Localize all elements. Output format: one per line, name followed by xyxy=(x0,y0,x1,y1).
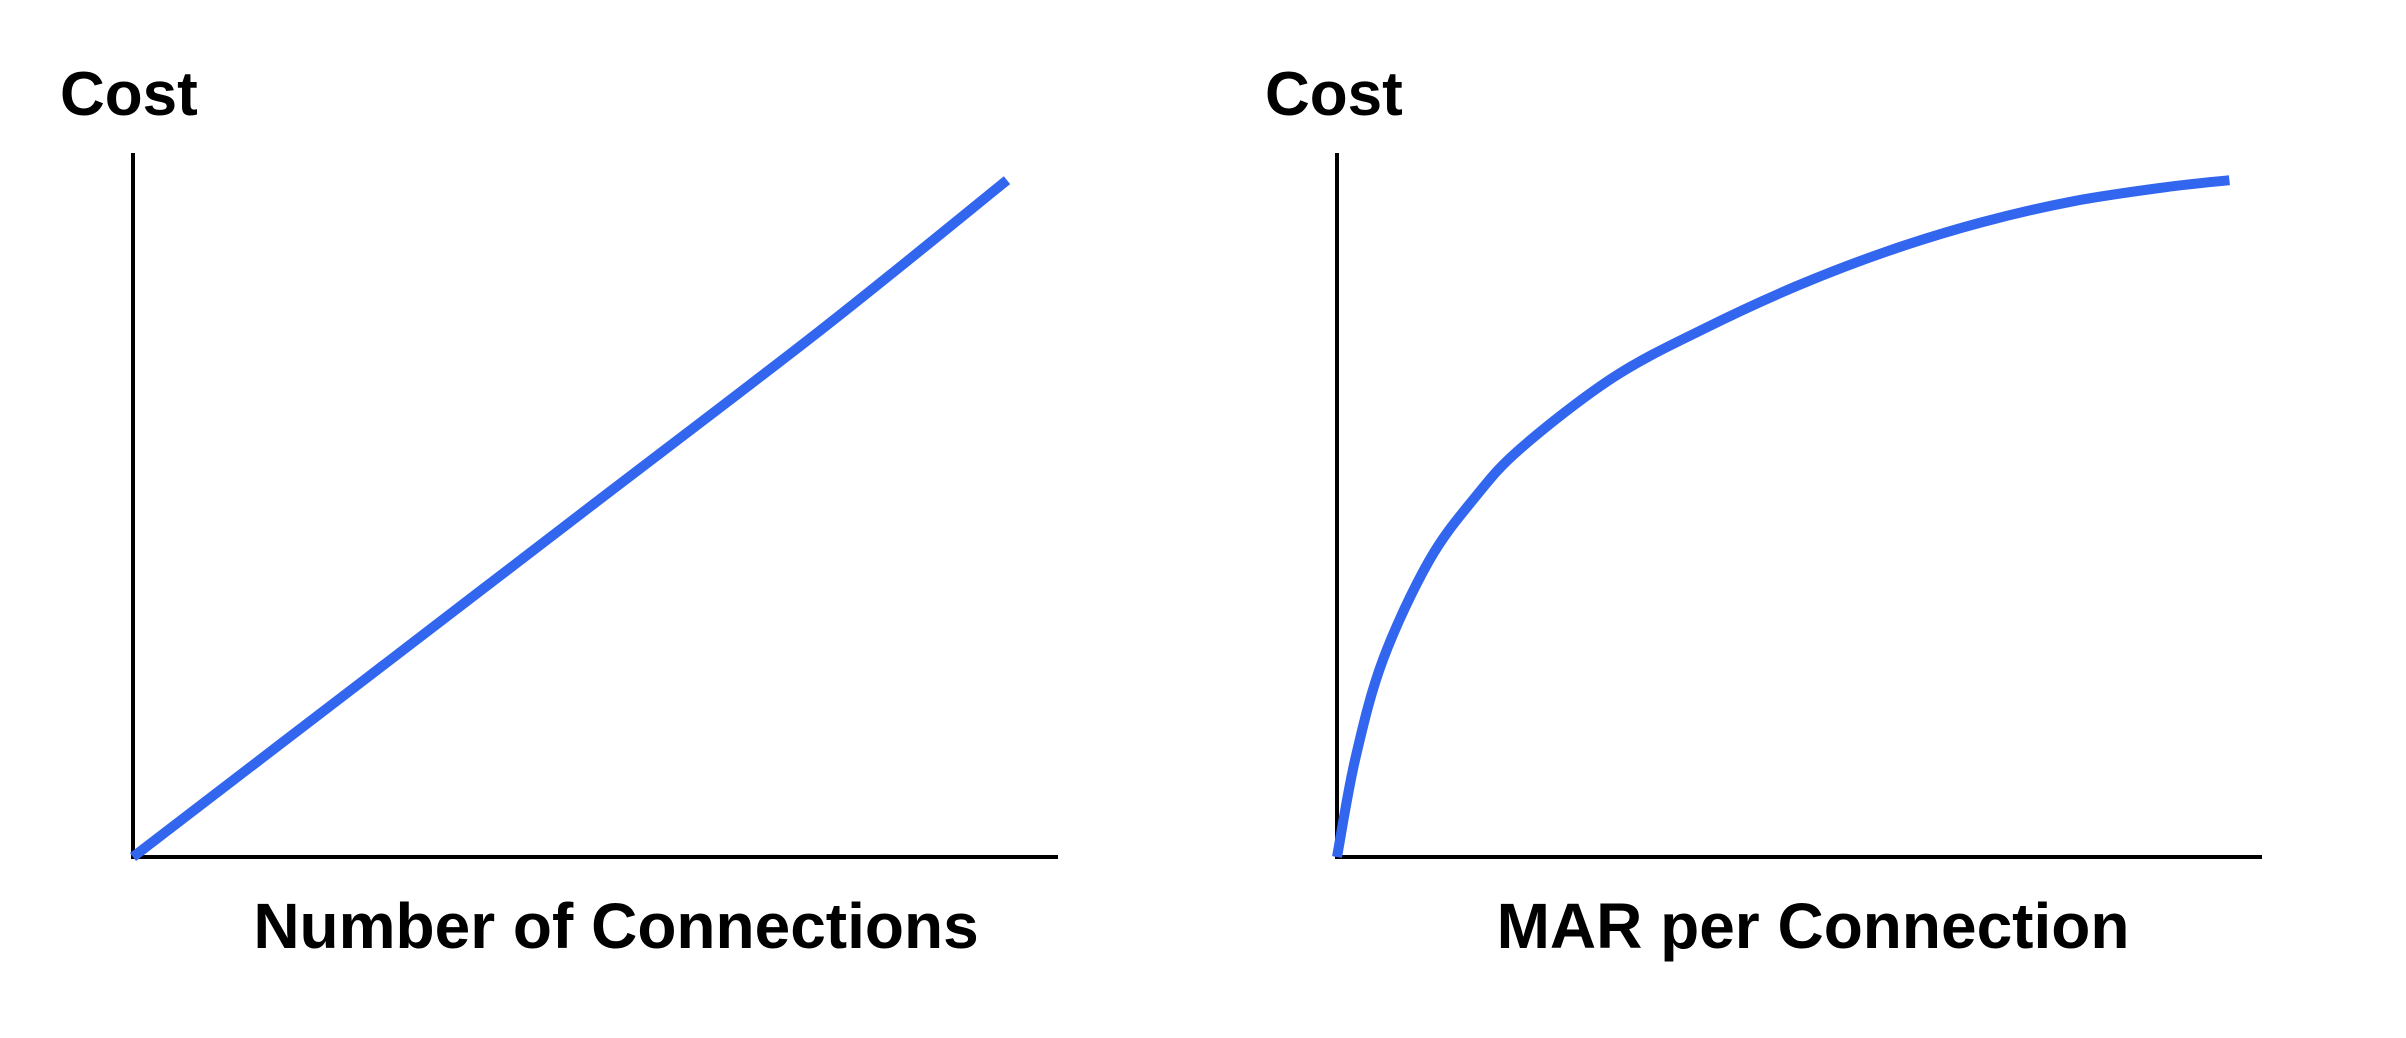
x-axis-label: Number of Connections xyxy=(253,890,978,962)
chart-cost-vs-mar-per-connection: Cost MAR per Connection xyxy=(1265,60,2262,962)
y-axis-label: Cost xyxy=(60,60,198,129)
series-group xyxy=(129,176,1011,861)
y-axis-label: Cost xyxy=(1265,60,1403,129)
chart-cost-vs-connections: Cost Number of Connections xyxy=(60,60,1058,962)
series-line-0 xyxy=(1332,175,2230,858)
x-axis-label: MAR per Connection xyxy=(1497,890,2130,962)
series-line-0 xyxy=(129,176,1011,861)
series-group xyxy=(1332,175,2230,858)
